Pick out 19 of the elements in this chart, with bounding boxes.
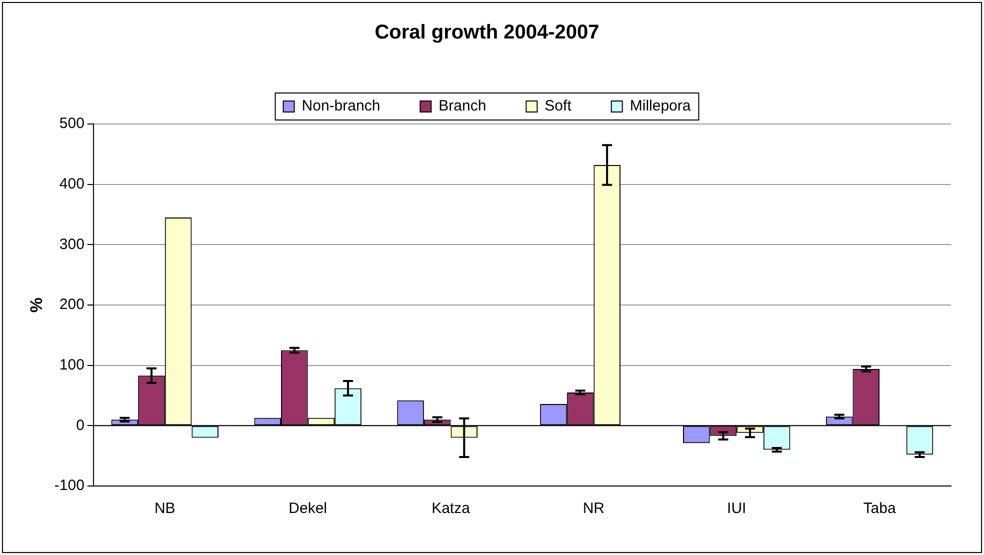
x-tick-label: Dekel	[288, 500, 327, 518]
y-tick-label: 500	[59, 115, 84, 132]
legend-label: Millepora	[630, 98, 692, 115]
y-tick-label: 0	[76, 416, 84, 434]
legend-label: Non-branch	[302, 98, 380, 115]
x-tick-label: Taba	[863, 500, 896, 518]
legend-label: Branch	[438, 98, 486, 115]
y-axis-title: %	[26, 297, 46, 313]
chart-title: Coral growth 2004-2007	[374, 22, 600, 44]
y-tick-label: -100	[54, 477, 84, 494]
x-tick-label: IUI	[727, 500, 746, 518]
y-tick-label: 200	[59, 296, 84, 314]
y-tick-label: 100	[59, 356, 84, 374]
x-tick-label: NR	[582, 500, 605, 518]
y-tick-label: 400	[59, 175, 84, 192]
y-tick-label: 300	[59, 236, 84, 253]
legend-label: Soft	[544, 98, 572, 115]
x-tick-label: NB	[154, 500, 176, 518]
x-tick-label: Katza	[432, 500, 471, 518]
